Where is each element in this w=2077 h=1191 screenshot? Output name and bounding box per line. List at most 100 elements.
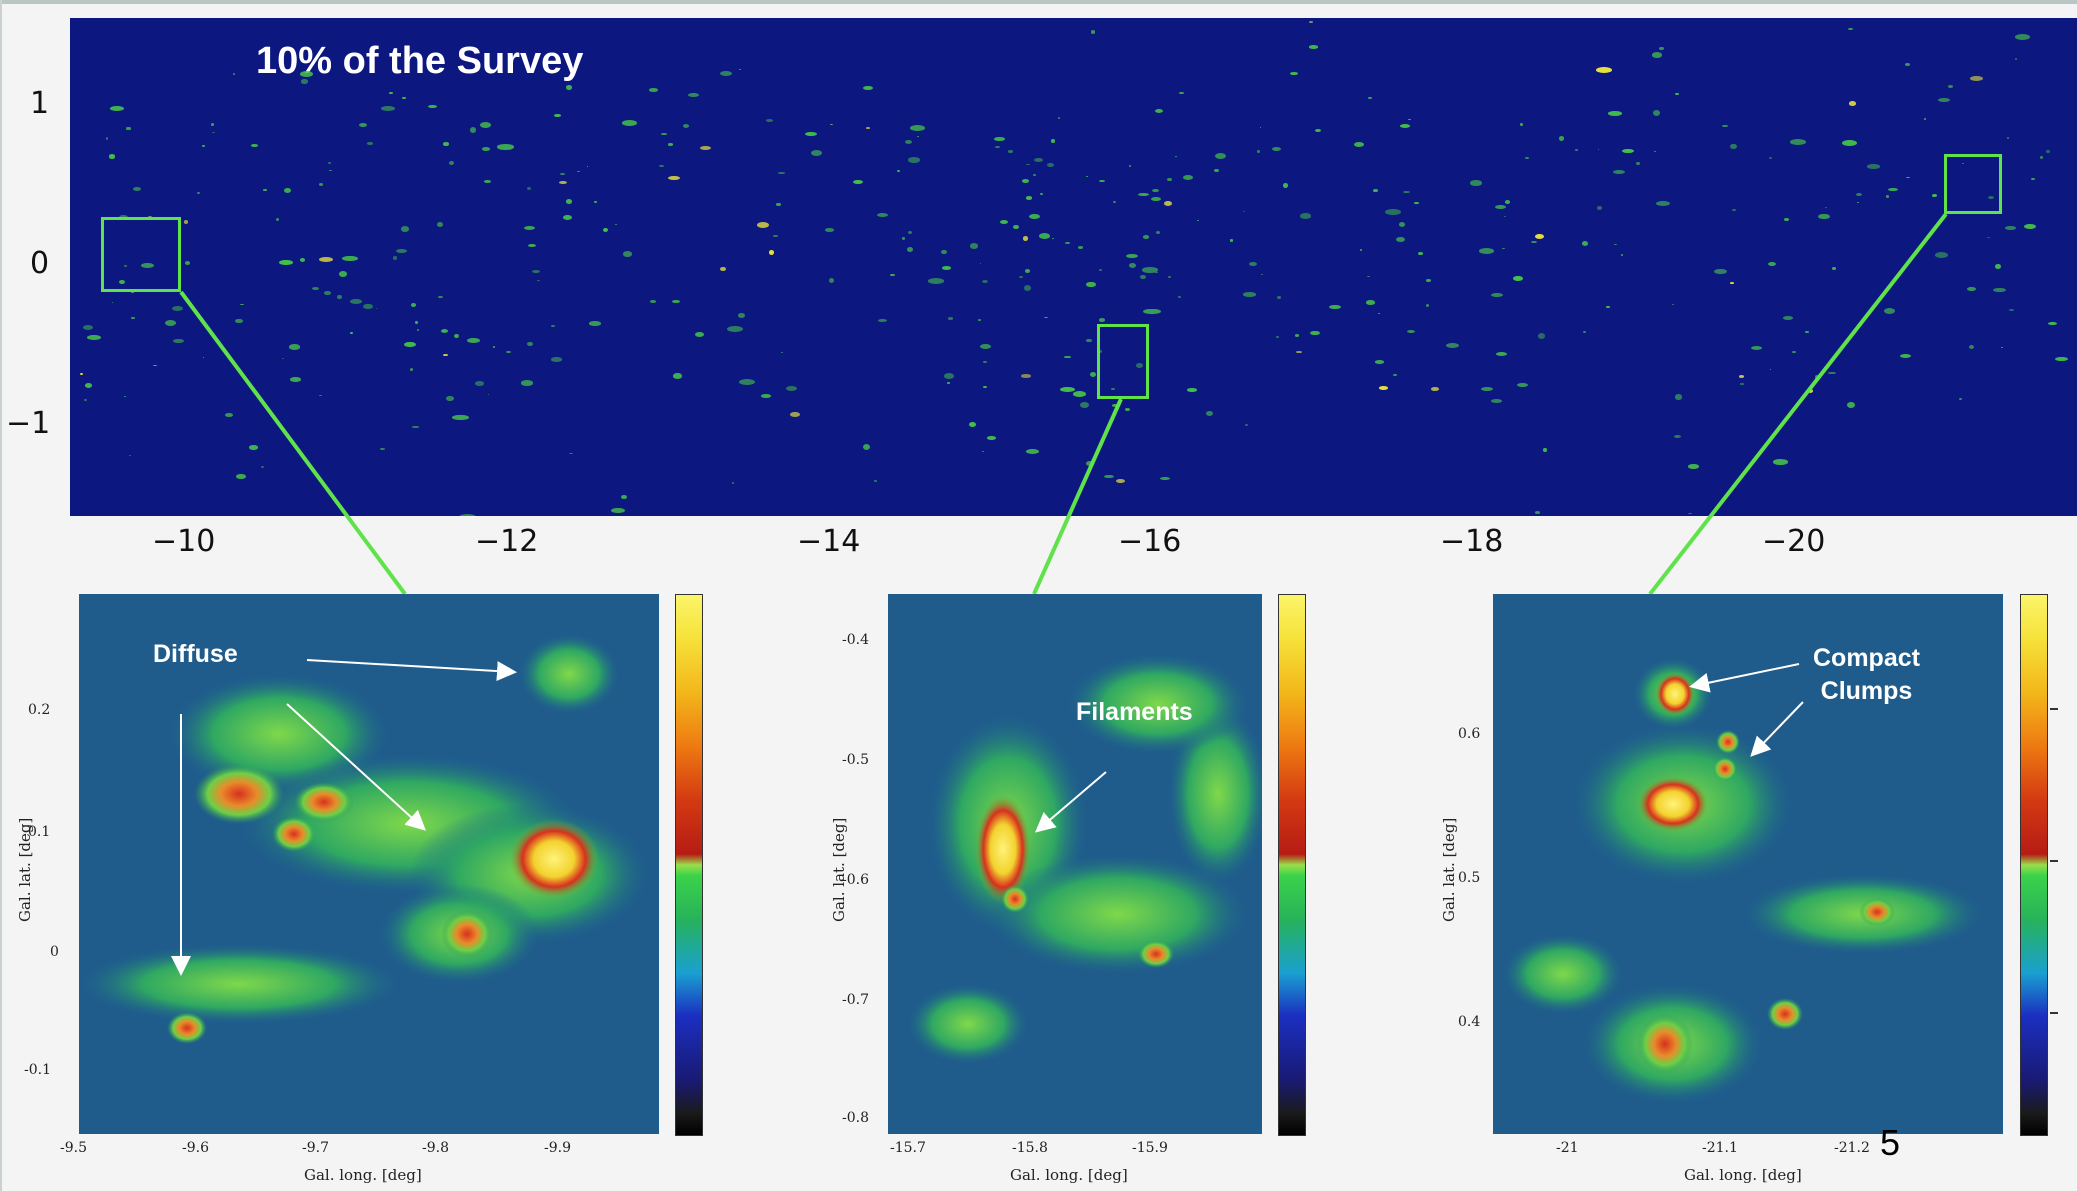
colorbar-tick <box>2050 860 2058 862</box>
panel-filaments-y-tick: -0.6 <box>842 872 869 888</box>
emission-feature <box>1731 209 1736 211</box>
emission-feature <box>1824 207 1827 209</box>
emission-feature <box>2047 321 2058 326</box>
emission-feature <box>276 217 280 221</box>
emission-feature <box>940 249 947 255</box>
emission-feature <box>1112 404 1118 407</box>
emission-feature <box>1597 205 1603 211</box>
emission-feature <box>416 329 420 331</box>
emission-feature <box>727 326 743 332</box>
emission-feature <box>467 337 480 344</box>
emission-feature <box>565 199 573 205</box>
emission-feature <box>225 412 233 418</box>
emission-feature <box>1155 108 1164 113</box>
emission-feature <box>1099 179 1105 182</box>
emission-feature <box>211 123 215 126</box>
panel-diffuse-y-tick: 0.1 <box>28 824 51 840</box>
emission-feature <box>358 122 367 128</box>
emission-feature <box>1636 161 1641 166</box>
emission-feature <box>866 127 870 130</box>
emission-feature <box>1018 275 1023 279</box>
emission-feature <box>415 320 419 324</box>
panel-clumps-x-tick: -21 <box>1556 1140 1579 1156</box>
emission-feature <box>1261 274 1263 276</box>
emission-feature <box>1276 295 1281 299</box>
emission-feature <box>1299 213 1312 219</box>
panel-filaments-x-tick: -15.9 <box>1132 1140 1168 1156</box>
emission-feature <box>1574 149 1579 151</box>
emission-feature <box>811 150 822 156</box>
emission-feature <box>982 450 985 453</box>
emission-feature <box>437 295 444 299</box>
emission-feature <box>947 317 954 320</box>
emission-feature <box>1672 303 1674 305</box>
emission-feature <box>482 147 491 152</box>
panel-filaments-y-tick: -0.8 <box>842 1110 869 1126</box>
emission-feature <box>1847 402 1855 408</box>
emission-feature <box>311 286 319 290</box>
emission-feature <box>877 212 889 217</box>
emission-feature <box>1138 192 1149 197</box>
emission-feature <box>1904 62 1911 67</box>
emission-feature <box>288 344 301 350</box>
colorbar-clumps <box>2020 594 2048 1136</box>
emission-feature <box>2014 58 2018 60</box>
emission-feature <box>279 259 294 266</box>
emission-feature <box>236 473 246 480</box>
emission-feature <box>441 329 449 334</box>
panel-diffuse-ylabel: Gal. lat. [deg] <box>16 817 34 922</box>
panel-filaments-x-tick: -15.7 <box>890 1140 926 1156</box>
emission-feature <box>1064 355 1072 359</box>
emission-feature <box>1403 190 1411 193</box>
emission-feature <box>1034 158 1044 163</box>
emission-feature <box>603 228 609 233</box>
emission-feature <box>562 214 572 220</box>
emission-feature <box>1962 163 1965 165</box>
zoom-box-filaments <box>1097 324 1149 399</box>
emission-feature <box>757 221 770 228</box>
emission-feature <box>1256 150 1261 153</box>
emission-feature <box>1653 110 1661 116</box>
emission-feature <box>2054 356 2068 362</box>
emission-feature <box>1537 332 1545 339</box>
emission-feature <box>977 319 982 321</box>
emission-feature <box>86 334 101 341</box>
emission-feature <box>1111 387 1115 391</box>
emission-feature <box>1519 123 1524 127</box>
emission-feature <box>1275 335 1280 338</box>
emission-feature <box>1503 215 1506 217</box>
emission-feature <box>1039 192 1043 196</box>
emission-feature <box>532 269 541 274</box>
survey-y-tick: −1 <box>6 406 51 441</box>
panel-diffuse-map <box>79 594 659 1134</box>
emission-feature <box>569 453 573 455</box>
panel-clumps-map <box>1493 594 2003 1134</box>
emission-feature <box>1385 209 1401 215</box>
emission-feature <box>1938 98 1950 103</box>
emission-feature <box>428 105 437 109</box>
emission-feature <box>493 346 495 348</box>
annotation-diffuse: Diffuse <box>153 640 238 668</box>
zoom-box-diffuse <box>101 217 181 292</box>
panel-clumps-y-tick: 0.5 <box>1458 870 1481 886</box>
emission-feature <box>1597 148 1600 151</box>
emission-feature <box>589 321 601 326</box>
emission-feature <box>1353 141 1364 147</box>
emission-feature <box>1245 423 1249 426</box>
emission-feature <box>1160 477 1170 481</box>
emission-feature <box>694 331 705 338</box>
emission-feature <box>350 331 353 334</box>
emission-feature <box>1773 459 1789 465</box>
emission-feature <box>789 411 801 418</box>
emission-feature <box>301 79 308 84</box>
panel-diffuse-x-tick: -9.5 <box>60 1140 87 1156</box>
emission-feature <box>877 318 888 323</box>
emission-feature <box>1086 175 1089 177</box>
emission-feature <box>672 299 681 303</box>
emission-feature <box>1595 66 1612 73</box>
emission-feature <box>319 395 322 397</box>
emission-feature <box>1295 334 1299 337</box>
emission-feature <box>1359 249 1363 251</box>
emission-feature <box>1530 240 1538 243</box>
emission-feature <box>1047 162 1055 168</box>
